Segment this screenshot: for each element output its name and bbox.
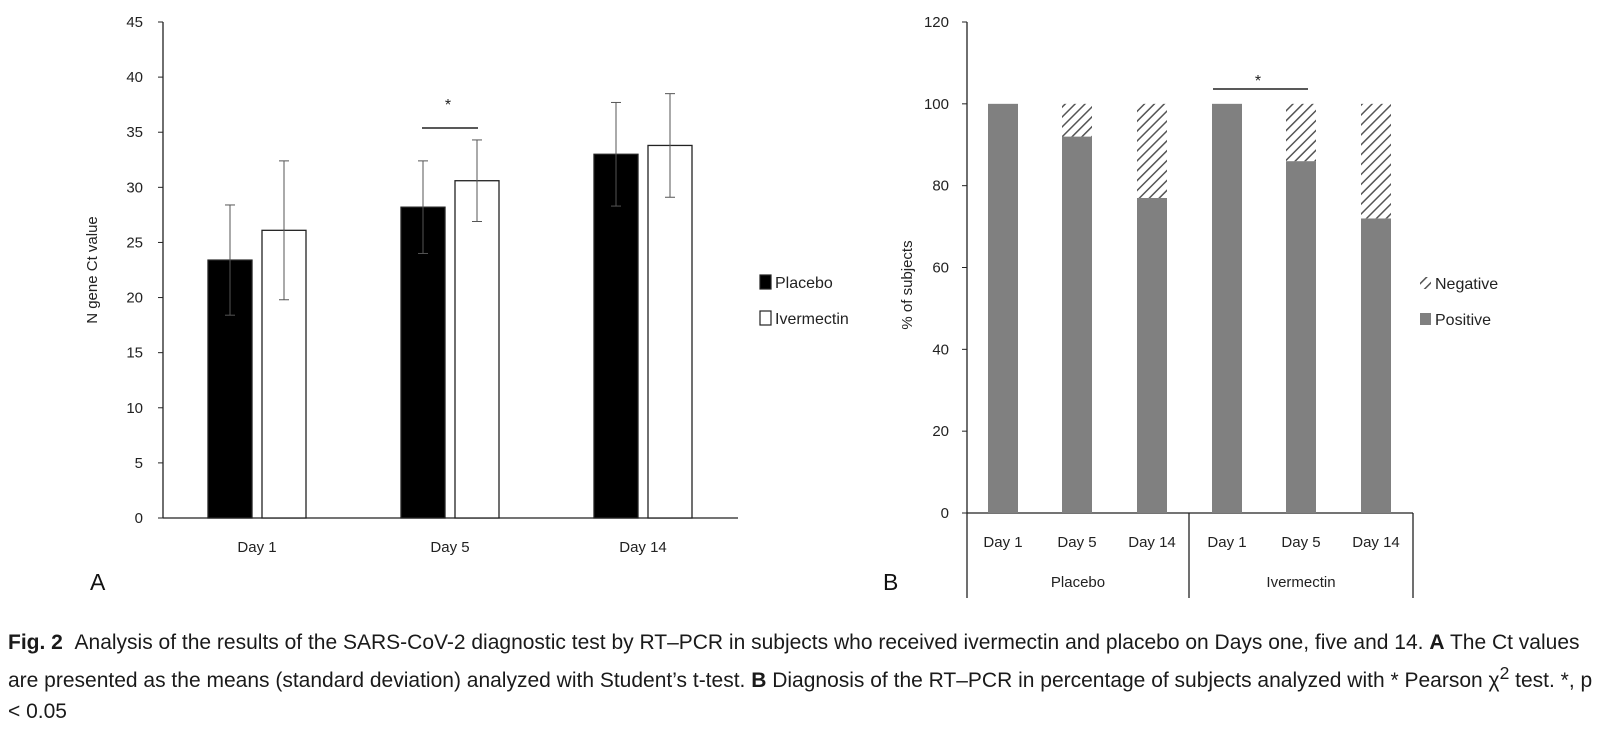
panel-b-y-tick-label: 0	[941, 505, 949, 522]
panel-b-bar-positive	[988, 103, 1018, 513]
panel-a-y-tick-label: 35	[126, 124, 143, 141]
panel-b-group-label: Placebo	[1051, 574, 1105, 591]
panel-a-y-tick-label: 20	[126, 290, 143, 307]
panel-b-chart: 0 20 40 60 80 100 120 % of subjects Day 1 Day 5 Da…	[883, 14, 1498, 598]
panel-a-y-tick-label: 15	[126, 345, 143, 362]
caption-text-1: Analysis of the results of the SARS-CoV-…	[74, 631, 1430, 654]
panel-a-y-tick-label: 30	[126, 179, 143, 196]
panel-b-x-tick-label: Day 1	[1207, 534, 1246, 551]
panel-b-y-tick-label: 60	[932, 260, 949, 277]
panel-a-y-tick-label: 0	[135, 510, 143, 527]
panel-a-x-tick-label: Day 1	[237, 539, 276, 556]
panel-b-bar-positive	[1361, 218, 1391, 513]
panel-a-bar-ivermectin	[454, 180, 500, 519]
panel-b-y-axis-title: % of subjects	[899, 240, 916, 329]
figure-caption: Fig. 2 Analysis of the results of the SA…	[8, 627, 1604, 727]
panel-b-x-tick-label: Day 1	[983, 534, 1022, 551]
figure-charts: 0 5 10 15 20 25 30 35 40 45 N gene Ct value Day 1 Da…	[84, 14, 1498, 598]
panel-b-y-tick-label: 120	[924, 14, 949, 31]
panel-b-legend-swatch-positive	[1420, 313, 1431, 325]
panel-a-significance-mark: *	[445, 97, 451, 114]
panel-b-bar-positive	[1286, 161, 1316, 513]
caption-text-4: test. *, p < 0.05	[8, 669, 1593, 723]
panel-a-y-tick-label: 40	[126, 69, 143, 86]
panel-a-bar-ivermectin	[647, 144, 693, 519]
panel-b-bar-positive	[1062, 136, 1092, 514]
caption-text-2: The Ct values are presented as the means…	[8, 631, 1580, 692]
panel-a-legend-label-placebo: Placebo	[775, 275, 833, 292]
panel-b-group-label: Ivermectin	[1266, 574, 1335, 591]
panel-a-legend-swatch-placebo	[759, 274, 772, 290]
panel-a-legend-swatch-ivermectin	[759, 310, 772, 326]
panel-a-y-axis-title: N gene Ct value	[84, 216, 101, 324]
panel-b-letter: B	[883, 569, 898, 595]
panel-a-y-tick-label: 45	[126, 14, 143, 31]
panel-b-x-tick-label: Day 5	[1057, 534, 1096, 551]
panel-b-x-tick-label: Day 14	[1128, 534, 1176, 551]
caption-text-3: Diagnosis of the RT–PCR in percentage of…	[766, 669, 1500, 692]
panel-a-letter: A	[90, 569, 106, 595]
panel-b-legend-label-negative: Negative	[1435, 276, 1498, 293]
panel-b-bar-positive	[1137, 197, 1167, 514]
panel-a-x-tick-label: Day 5	[430, 539, 469, 556]
panel-b-y-tick-label: 20	[932, 423, 949, 440]
panel-a-legend-label-ivermectin: Ivermectin	[775, 311, 849, 328]
figure-2: 0 5 10 15 20 25 30 35 40 45 N gene Ct value Day 1 Da…	[84, 14, 1498, 598]
panel-b-significance-mark: *	[1255, 73, 1261, 90]
panel-a-chart: 0 5 10 15 20 25 30 35 40 45 N gene Ct value Day 1 Da…	[84, 14, 849, 595]
panel-a-y-tick-label: 25	[126, 234, 143, 251]
panel-a-y-tick-label: 5	[135, 455, 143, 472]
panel-b-y-tick-label: 80	[932, 178, 949, 195]
caption-superscript: 2	[1499, 663, 1510, 683]
panel-b-bar-negative	[1062, 103, 1092, 137]
panel-b-y-tick-label: 100	[924, 96, 949, 113]
panel-b-bar-negative	[1137, 103, 1167, 198]
caption-b-label: B	[751, 669, 767, 692]
panel-b-legend-label-positive: Positive	[1435, 312, 1491, 329]
panel-b-bar-positive	[1212, 103, 1242, 513]
panel-a-y-tick-label: 10	[126, 400, 143, 417]
panel-a-x-tick-label: Day 14	[619, 539, 667, 556]
panel-b-x-tick-label: Day 14	[1352, 534, 1400, 551]
panel-b-x-tick-label: Day 5	[1281, 534, 1320, 551]
caption-fig-label: Fig. 2	[8, 631, 63, 654]
panel-b-legend-swatch-negative	[1420, 277, 1431, 289]
panel-b-y-tick-label: 40	[932, 341, 949, 358]
panel-a-bar-placebo	[593, 153, 639, 519]
panel-b-bar-negative	[1361, 103, 1391, 219]
caption-a-label: A	[1429, 631, 1445, 654]
panel-b-bar-negative	[1286, 103, 1316, 162]
